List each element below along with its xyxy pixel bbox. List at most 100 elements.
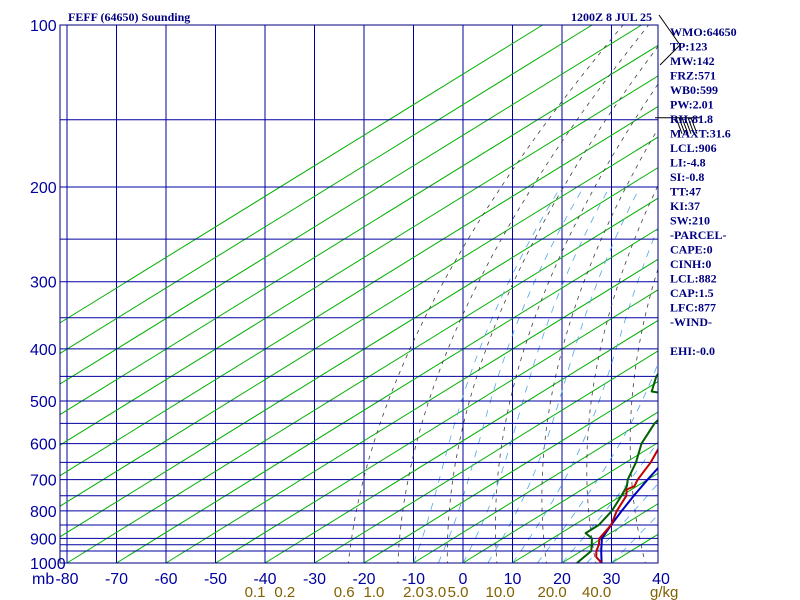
- isotherm-line: [512, 472, 659, 564]
- mixing-ratio-unit-label: g/kg: [650, 584, 678, 600]
- moist-adiabat-line: [586, 483, 658, 563]
- temperature-tick-label: -30: [303, 571, 326, 588]
- mixing-ratio-label: 0.2: [274, 584, 295, 600]
- isotherm-line: [59, 106, 659, 477]
- temperature-trace: [595, 447, 658, 563]
- mixing-ratio-label: 0.1: [245, 584, 266, 600]
- stability-indices-panel: WMO:64650TP:123MW:142FRZ:571WB0:599PW:2.…: [670, 25, 737, 358]
- mixing-ratio-label: 3.0: [425, 584, 446, 600]
- isotherm-line: [215, 289, 659, 564]
- stability-index-line: KI:37: [670, 199, 700, 213]
- stability-index-line: -PARCEL-: [670, 228, 726, 242]
- stability-index-line: WB0:599: [670, 83, 718, 97]
- dry-adiabat-line: [495, 83, 658, 563]
- dry-adiabat-line: [347, 25, 624, 563]
- dry-adiabat-line: [752, 25, 800, 574]
- isotherm-line: [59, 24, 593, 354]
- isotherm-line: [59, 24, 543, 324]
- pressure-tick-label: 700: [30, 473, 57, 490]
- wind-barb-flag: [678, 117, 686, 134]
- temperature-tick-label: -20: [352, 571, 375, 588]
- stability-index-line: FRZ:571: [670, 69, 716, 83]
- temperature-tick-label: 0: [459, 571, 468, 588]
- sounding-title: FEFF (64650) Sounding: [68, 10, 190, 24]
- stability-index-line: LI:-4.8: [670, 156, 706, 170]
- isotherm-line: [413, 411, 659, 564]
- moist-adiabat-line: [413, 186, 561, 563]
- temperature-tick-label: 30: [603, 571, 621, 588]
- mixing-ratio-label: 40.0: [582, 584, 611, 600]
- pressure-tick-label: 1000: [30, 556, 66, 573]
- temperature-tick-label: -60: [154, 571, 177, 588]
- mixing-ratio-label: 5.0: [448, 584, 469, 600]
- dry-adiabat-line: [629, 267, 658, 563]
- pressure-tick-label: 200: [30, 180, 57, 197]
- isotherm-line: [116, 228, 659, 564]
- dry-adiabat-line: [586, 184, 658, 563]
- isotherm-line: [314, 350, 659, 564]
- stability-index-line: MW:142: [670, 54, 715, 68]
- isotherm-line: [59, 167, 659, 538]
- stability-index-line: CINH:0: [670, 257, 711, 271]
- temperature-tick-label: -40: [253, 571, 276, 588]
- dry-adiabat-line: [446, 45, 658, 563]
- stability-index-line: SI:-0.8: [670, 170, 704, 184]
- stability-index-line: EHI:-0.0: [670, 344, 715, 358]
- mixing-ratio-label: 0.6: [334, 584, 355, 600]
- stability-index-line: TT:47: [670, 185, 701, 199]
- isotherm-line: [611, 533, 659, 564]
- pressure-tick-label: 100: [30, 18, 57, 35]
- dry-adiabat-line: [541, 128, 658, 563]
- wind-barbs: [655, 14, 700, 134]
- dry-adiabat-line: [791, 25, 800, 574]
- stability-index-line: PW:2.01: [670, 98, 714, 112]
- wind-barb-flag: [675, 117, 683, 134]
- isotherm-line: [59, 24, 642, 385]
- mixing-ratio-label: 1.0: [363, 584, 384, 600]
- pressure-tick-label: 400: [30, 342, 57, 359]
- mixing-ratio-label: 2.0: [403, 584, 424, 600]
- temperature-tick-label: 40: [652, 571, 670, 588]
- temperature-tick-label: -50: [204, 571, 227, 588]
- stability-index-line: LFC:877: [670, 301, 716, 315]
- stability-index-line: TP:123: [670, 40, 707, 54]
- dry-adiabats: [347, 25, 800, 574]
- plot-frame: [59, 24, 659, 564]
- isotherm-line: [363, 381, 659, 564]
- sounding-time: 1200Z 8 JUL 25: [571, 10, 652, 24]
- dry-adiabat-line: [713, 25, 800, 574]
- frame-layer: [59, 24, 659, 564]
- stability-index-line: SW:210: [670, 214, 710, 228]
- mixing-ratio-label: 20.0: [537, 584, 566, 600]
- isotherm-line: [59, 136, 659, 507]
- stability-index-line: MAXT:31.6: [670, 127, 731, 141]
- dry-adiabat-line: [397, 25, 649, 563]
- wind-barb-flag: [690, 117, 698, 134]
- pressure-unit-label: mb: [32, 571, 54, 588]
- temperature-tick-label: 20: [553, 571, 571, 588]
- isotherm-line: [59, 44, 659, 415]
- temperature-tick-label: -70: [105, 571, 128, 588]
- stability-index-line: LCL:882: [670, 272, 717, 286]
- moist-adiabat-line: [611, 514, 658, 563]
- stability-index-line: LCL:906: [670, 141, 717, 155]
- moist-adiabat-line: [487, 186, 641, 563]
- wind-barb-staff: [659, 44, 681, 66]
- isotherm-line: [66, 197, 659, 564]
- temperature-trace-line: [595, 447, 658, 563]
- stability-index-line: -WIND-: [670, 315, 712, 329]
- stability-index-line: WMO:64650: [670, 25, 737, 39]
- stability-index-line: CAP:1.5: [670, 286, 714, 300]
- pressure-tick-label: 900: [30, 531, 57, 548]
- temperature-tick-label: 10: [504, 571, 522, 588]
- moist-adiabat-line: [561, 441, 658, 563]
- isotherm-line: [59, 75, 659, 446]
- wind-barb-flag: [684, 117, 692, 134]
- mixing-ratio-label: 10.0: [486, 584, 515, 600]
- stability-index-line: RH:81.8: [670, 112, 713, 126]
- wind-barb-flag: [687, 117, 695, 134]
- wind-barb-flag: [681, 117, 689, 134]
- isotherm-line: [165, 258, 659, 564]
